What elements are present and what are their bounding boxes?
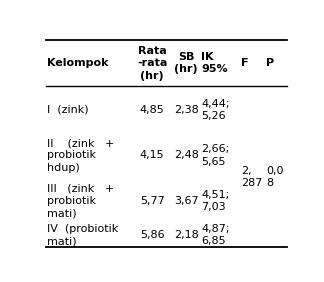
Text: III   (zink   +
probiotik
mati): III (zink + probiotik mati) — [47, 184, 114, 219]
Text: 2,66;
5,65: 2,66; 5,65 — [201, 144, 229, 167]
Text: 5,77: 5,77 — [140, 196, 165, 206]
Text: 2,38: 2,38 — [174, 105, 199, 115]
Text: 4,87;
6,85: 4,87; 6,85 — [201, 224, 230, 246]
Text: P: P — [266, 58, 275, 68]
Text: I  (zink): I (zink) — [47, 105, 88, 115]
Text: 4,85: 4,85 — [140, 105, 165, 115]
Text: Rata
-rata
(hr): Rata -rata (hr) — [137, 46, 168, 81]
Text: 4,51;
7,03: 4,51; 7,03 — [201, 190, 229, 212]
Text: IK
95%: IK 95% — [201, 52, 228, 74]
Text: F: F — [241, 58, 249, 68]
Text: Kelompok: Kelompok — [47, 58, 108, 68]
Text: 4,44;
5,26: 4,44; 5,26 — [201, 99, 230, 121]
Text: 2,
287: 2, 287 — [241, 166, 263, 188]
Text: II    (zink   +
probiotik
hdup): II (zink + probiotik hdup) — [47, 138, 114, 173]
Text: 0,0
8: 0,0 8 — [266, 166, 284, 188]
Text: 3,67: 3,67 — [174, 196, 199, 206]
Text: 2,18: 2,18 — [174, 230, 199, 240]
Text: IV  (probiotik
mati): IV (probiotik mati) — [47, 224, 118, 246]
Text: 4,15: 4,15 — [140, 150, 165, 160]
Text: 5,86: 5,86 — [140, 230, 165, 240]
Text: 2,48: 2,48 — [174, 150, 199, 160]
Text: SB
(hr): SB (hr) — [174, 52, 198, 74]
